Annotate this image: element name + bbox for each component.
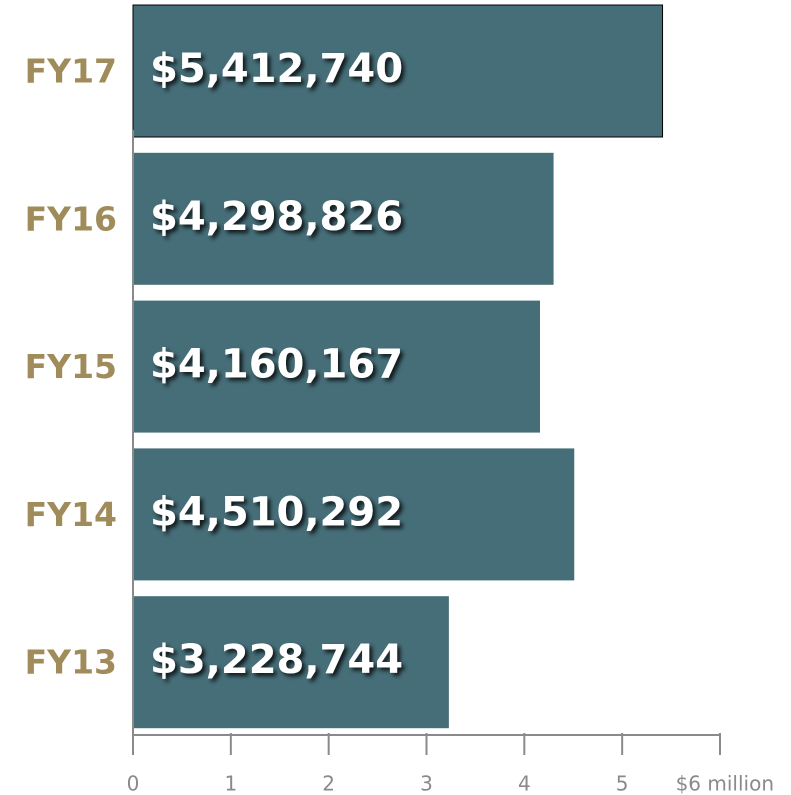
bar: [132, 4, 664, 138]
category-label: FY16: [25, 199, 117, 238]
value-label: $4,510,292: [150, 489, 403, 535]
bar: [133, 300, 541, 433]
bar: [133, 596, 449, 729]
x-tick-label: 1: [224, 772, 237, 795]
x-tick-label: 3: [420, 772, 433, 795]
x-tick-label: $6 million: [676, 772, 774, 795]
value-label: $4,160,167: [150, 342, 403, 388]
x-tick-label: 5: [616, 772, 629, 795]
value-label: $5,412,740: [150, 46, 403, 92]
category-label: FY15: [25, 347, 117, 386]
bar: [133, 152, 554, 285]
x-tick-label: 0: [127, 772, 140, 795]
category-label: FY14: [25, 495, 117, 534]
category-label: FY17: [25, 52, 117, 91]
x-tick-label: 4: [518, 772, 531, 795]
value-label: $4,298,826: [150, 194, 403, 240]
x-tick-label: 2: [322, 772, 335, 795]
value-label: $3,228,744: [150, 637, 403, 683]
category-label: FY13: [25, 643, 117, 682]
bar: [133, 448, 575, 581]
